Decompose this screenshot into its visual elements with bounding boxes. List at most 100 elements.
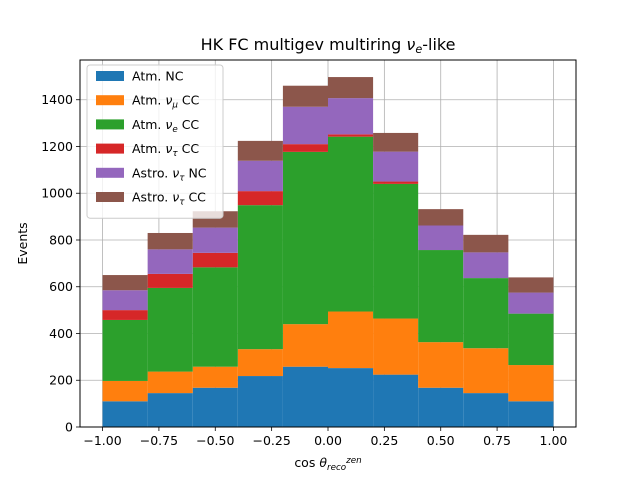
bar-series-5-bin-3 [237,140,283,161]
bar-series-4-bin-6 [373,151,419,182]
bar-series-1-bin-9 [508,365,554,402]
bar-series-0-bin-8 [463,393,509,427]
bar-series-4-bin-7 [418,225,464,251]
x-tick-label-7: 0.75 [483,433,511,448]
bar-series-2-bin-1 [147,287,193,372]
bar-series-3-bin-4 [282,144,328,152]
bar-series-5-bin-5 [328,77,374,99]
bar-series-0-bin-2 [192,387,238,427]
y-tick-label-6: 1200 [41,139,73,154]
bar-series-2-bin-2 [192,267,238,367]
x-tick-label-0: −1.00 [83,433,121,448]
x-tick-label-2: −0.50 [196,433,234,448]
bar-series-0-bin-5 [328,368,374,427]
y-tick-label-5: 1000 [41,186,73,201]
title-part-0: HK FC multigev multiring [201,35,407,54]
legend-label-1-part-1: ν [165,93,172,108]
title-part-2: e [415,43,422,56]
x-axis: −1.00 −0.75 −0.50 −0.25 0.00 0.25 0.50 0.75 1.00 [83,427,567,448]
x-tick-label-3: −0.25 [252,433,290,448]
bar-series-1-bin-4 [282,324,328,367]
legend-label-1-part-3: CC [178,93,200,108]
legend-label-3-part-2: τ [172,149,178,159]
bar-series-1-bin-3 [237,349,283,377]
bar-series-4-bin-2 [192,227,238,253]
bar-series-0-bin-7 [418,387,464,427]
bar-series-2-bin-9 [508,313,554,366]
y-tick-label-1: 200 [49,373,73,388]
x-label-part-1: θ [319,455,327,470]
bar-series-5-bin-0 [102,275,148,291]
bar-series-1-bin-5 [328,311,374,369]
legend-label-4-part-0: Astro. [132,165,172,180]
bar-series-0-bin-3 [237,376,283,427]
bar-series-3-bin-6 [373,181,419,184]
bar-series-1-bin-2 [192,366,238,388]
bar-series-0-bin-6 [373,374,419,427]
legend-label-0: Atm. NC [132,69,184,84]
legend-label-4-part-3: NC [184,165,206,180]
bar-series-5-bin-9 [508,277,554,293]
legend-swatch-2 [96,119,124,130]
bar-series-1-bin-6 [373,318,419,375]
bar-series-1-bin-1 [147,371,193,394]
legend-label-5-part-1: ν [172,190,179,205]
y-tick-label-7: 1400 [41,92,73,107]
bar-series-4-bin-0 [102,290,148,311]
legend-label-3-part-0: Atm. [132,141,165,156]
x-tick-label-4: 0.00 [314,433,342,448]
legend-label-4-part-2: τ [179,173,185,183]
bar-series-2-bin-6 [373,183,419,319]
bar-series-2-bin-8 [463,278,509,349]
bar-series-2-bin-3 [237,205,283,350]
legend-swatch-3 [96,143,124,154]
y-axis-label: Events [15,222,30,264]
legend-label-2-part-3: CC [178,117,200,132]
title-part-3: -like [422,35,455,54]
bar-series-4-bin-3 [237,160,283,192]
legend-label-5-part-3: CC [184,190,206,205]
x-tick-label-6: 0.50 [427,433,455,448]
legend-label-2-part-0: Atm. [132,117,165,132]
y-tick-label-0: 0 [65,420,73,435]
y-tick-label-4: 800 [49,232,73,247]
legend-label-3-part-3: CC [178,141,200,156]
bar-series-4-bin-5 [328,98,374,135]
legend-label-5-part-2: τ [179,197,185,207]
x-label-part-2: reco [327,463,346,473]
bar-series-1-bin-8 [463,348,509,394]
x-tick-label-1: −0.75 [140,433,178,448]
bar-series-3-bin-2 [192,252,238,268]
x-tick-label-5: 0.25 [370,433,398,448]
bar-series-2-bin-0 [102,319,148,381]
x-tick-label-8: 1.00 [540,433,568,448]
legend-label-4: Astro. ντ NC [132,165,207,183]
bar-series-4-bin-9 [508,292,554,314]
bar-series-5-bin-6 [373,132,419,152]
legend-label-4-part-1: ν [172,165,179,180]
bar-series-0-bin-1 [147,393,193,427]
chart-title: HK FC multigev multiring νe-like [201,35,456,56]
bar-series-5-bin-7 [418,209,464,226]
bar-series-4-bin-1 [147,249,193,274]
bar-series-5-bin-8 [463,234,509,253]
bar-series-2-bin-4 [282,151,328,325]
legend-swatch-0 [96,71,124,81]
bar-series-0-bin-9 [508,401,554,427]
bar-series-3-bin-1 [147,273,193,288]
legend-label-0-part-0: Atm. NC [132,69,184,84]
bar-series-5-bin-4 [282,85,328,107]
x-axis-label: cos θrecozen [294,455,361,473]
legend-label-5-part-0: Astro. [132,190,172,205]
bar-series-0-bin-4 [282,366,328,427]
legend-swatch-1 [96,95,124,106]
legend-label-1-part-0: Atm. [132,93,165,108]
legend-label-2-part-1: ν [165,117,172,132]
legend-label-1-part-2: μ [171,100,178,110]
legend-swatch-5 [96,192,124,202]
legend-label-1: Atm. νμ CC [132,93,200,111]
legend-label-3: Atm. ντ CC [132,141,199,159]
legend-swatch-4 [96,167,124,178]
